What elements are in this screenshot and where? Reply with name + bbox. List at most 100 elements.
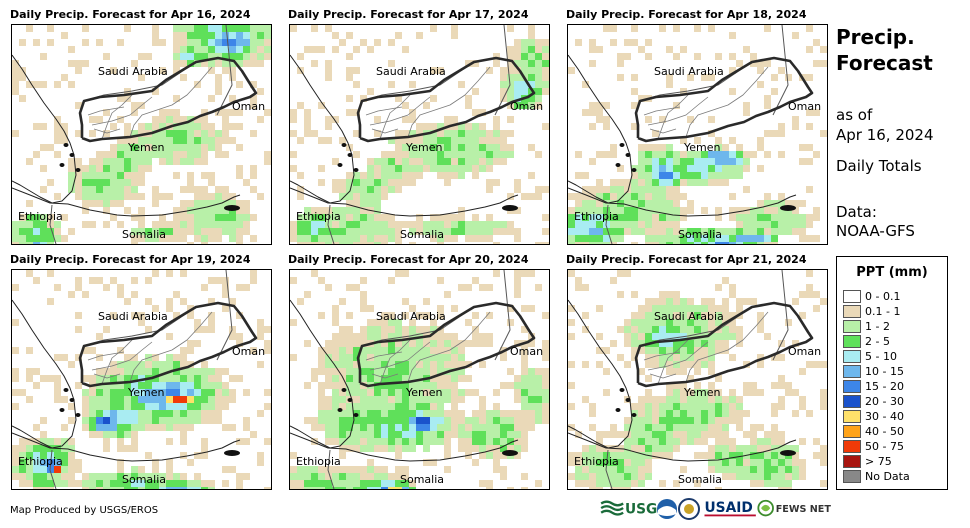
precip-raster: Saudi Arabia Oman Yemen Ethiopia Somalia [12, 25, 271, 244]
usgs-logo: USGS [600, 500, 667, 518]
precip-raster: Saudi Arabia Oman Yemen Ethiopia Somalia [290, 25, 549, 244]
country-label: Yemen [127, 141, 165, 154]
legend-swatch [843, 350, 861, 363]
legend-label: 15 - 20 [865, 380, 904, 393]
country-label: Oman [232, 345, 265, 358]
legend-label: 5 - 10 [865, 350, 897, 363]
country-label: Somalia [400, 473, 444, 486]
legend: PPT (mm) 0 - 0.1 0.1 - 1 1 - 2 2 - 5 5 - 10 1… [836, 256, 948, 490]
legend-swatch [843, 410, 861, 423]
legend-swatch [843, 395, 861, 408]
map-title: Precip. Forecast [836, 24, 933, 76]
country-label: Somalia [122, 473, 166, 486]
usaid-logo: USAID [704, 500, 756, 517]
legend-label: 50 - 75 [865, 440, 904, 453]
country-label: Oman [788, 100, 821, 113]
precip-raster: Saudi Arabia Oman Yemen Ethiopia Somalia [568, 25, 827, 244]
legend-swatch [843, 305, 861, 318]
panel-title: Daily Precip. Forecast for Apr 18, 2024 [566, 8, 807, 21]
country-label: Somalia [400, 228, 444, 241]
usaid-logo-text: USAID [705, 500, 753, 516]
fews-net-logo-text: FEWS NET [776, 504, 832, 515]
precip-raster: Saudi Arabia Oman Yemen Ethiopia Somalia [568, 270, 827, 489]
country-label: Oman [788, 345, 821, 358]
country-label: Oman [510, 345, 543, 358]
usgs-logo-text: USGS [625, 502, 667, 518]
legend-label: 20 - 30 [865, 395, 904, 408]
precip-map: Saudi Arabia Oman Yemen Ethiopia Somalia [289, 269, 550, 490]
legend-swatch [843, 290, 861, 303]
legend-swatch [843, 455, 861, 468]
country-label: Yemen [683, 141, 721, 154]
legend-title: PPT (mm) [856, 265, 928, 280]
country-label: Saudi Arabia [98, 65, 168, 78]
panel-title: Daily Precip. Forecast for Apr 21, 2024 [566, 253, 807, 266]
totals-label: Daily Totals [836, 157, 922, 175]
credit-text: Map Produced by USGS/EROS [10, 505, 159, 516]
legend-label: 30 - 40 [865, 410, 904, 423]
country-label: Ethiopia [574, 210, 619, 223]
panel-title: Daily Precip. Forecast for Apr 19, 2024 [10, 253, 251, 266]
forecast-panel: Daily Precip. Forecast for Apr 19, 2024 … [10, 253, 272, 493]
precip-map: Saudi Arabia Oman Yemen Ethiopia Somalia [11, 269, 272, 490]
logo-strip: USGS USAID FEWS NET [596, 498, 836, 522]
legend-swatch [843, 335, 861, 348]
country-label: Ethiopia [296, 210, 341, 223]
legend-label: 10 - 15 [865, 365, 904, 378]
data-source: NOAA-GFS [836, 222, 915, 240]
country-label: Ethiopia [18, 210, 63, 223]
country-label: Somalia [678, 473, 722, 486]
country-label: Oman [510, 100, 543, 113]
legend-swatch [843, 425, 861, 438]
forecast-panel: Daily Precip. Forecast for Apr 20, 2024 … [288, 253, 550, 493]
panel-title: Daily Precip. Forecast for Apr 20, 2024 [288, 253, 529, 266]
precip-map: Saudi Arabia Oman Yemen Ethiopia Somalia [289, 24, 550, 245]
legend-label: 0 - 0.1 [865, 290, 901, 303]
legend-swatch [843, 440, 861, 453]
legend-label: No Data [865, 470, 910, 483]
legend-swatch [843, 320, 861, 333]
precip-raster: Saudi Arabia Oman Yemen Ethiopia Somalia [12, 270, 271, 489]
precip-map: Saudi Arabia Oman Yemen Ethiopia Somalia [567, 24, 828, 245]
legend-label: > 75 [865, 455, 892, 468]
country-label: Ethiopia [296, 455, 341, 468]
as-of-label: as of [836, 106, 873, 124]
legend-label: 40 - 50 [865, 425, 904, 438]
precip-raster: Saudi Arabia Oman Yemen Ethiopia Somalia [290, 270, 549, 489]
country-label: Saudi Arabia [376, 65, 446, 78]
precip-map: Saudi Arabia Oman Yemen Ethiopia Somalia [567, 269, 828, 490]
legend-label: 2 - 5 [865, 335, 890, 348]
fews-net-logo: FEWS NET [757, 499, 832, 517]
legend-swatch [843, 470, 861, 483]
data-label: Data: [836, 203, 877, 221]
panel-title: Daily Precip. Forecast for Apr 16, 2024 [10, 8, 251, 21]
country-label: Yemen [405, 386, 443, 399]
legend-label: 1 - 2 [865, 320, 890, 333]
country-label: Yemen [127, 386, 165, 399]
forecast-panel: Daily Precip. Forecast for Apr 18, 2024 … [566, 8, 828, 248]
country-label: Somalia [678, 228, 722, 241]
as-of-date: Apr 16, 2024 [836, 126, 934, 144]
precip-map: Saudi Arabia Oman Yemen Ethiopia Somalia [11, 24, 272, 245]
country-label: Ethiopia [18, 455, 63, 468]
legend-label: 0.1 - 1 [865, 305, 901, 318]
legend-swatch [843, 365, 861, 378]
country-label: Somalia [122, 228, 166, 241]
country-label: Ethiopia [574, 455, 619, 468]
country-label: Yemen [683, 386, 721, 399]
country-label: Oman [232, 100, 265, 113]
legend-swatch [843, 380, 861, 393]
forecast-panel: Daily Precip. Forecast for Apr 21, 2024 … [566, 253, 828, 493]
forecast-panel: Daily Precip. Forecast for Apr 16, 2024 … [10, 8, 272, 248]
map-title-line1: Precip. [836, 25, 915, 49]
country-label: Saudi Arabia [98, 310, 168, 323]
panel-title: Daily Precip. Forecast for Apr 17, 2024 [288, 8, 529, 21]
noaa-logo [657, 499, 677, 519]
country-label: Saudi Arabia [654, 310, 724, 323]
map-title-line2: Forecast [836, 51, 933, 75]
forecast-panel: Daily Precip. Forecast for Apr 17, 2024 … [288, 8, 550, 248]
dos-seal-logo [678, 498, 700, 520]
country-label: Yemen [405, 141, 443, 154]
country-label: Saudi Arabia [654, 65, 724, 78]
country-label: Saudi Arabia [376, 310, 446, 323]
